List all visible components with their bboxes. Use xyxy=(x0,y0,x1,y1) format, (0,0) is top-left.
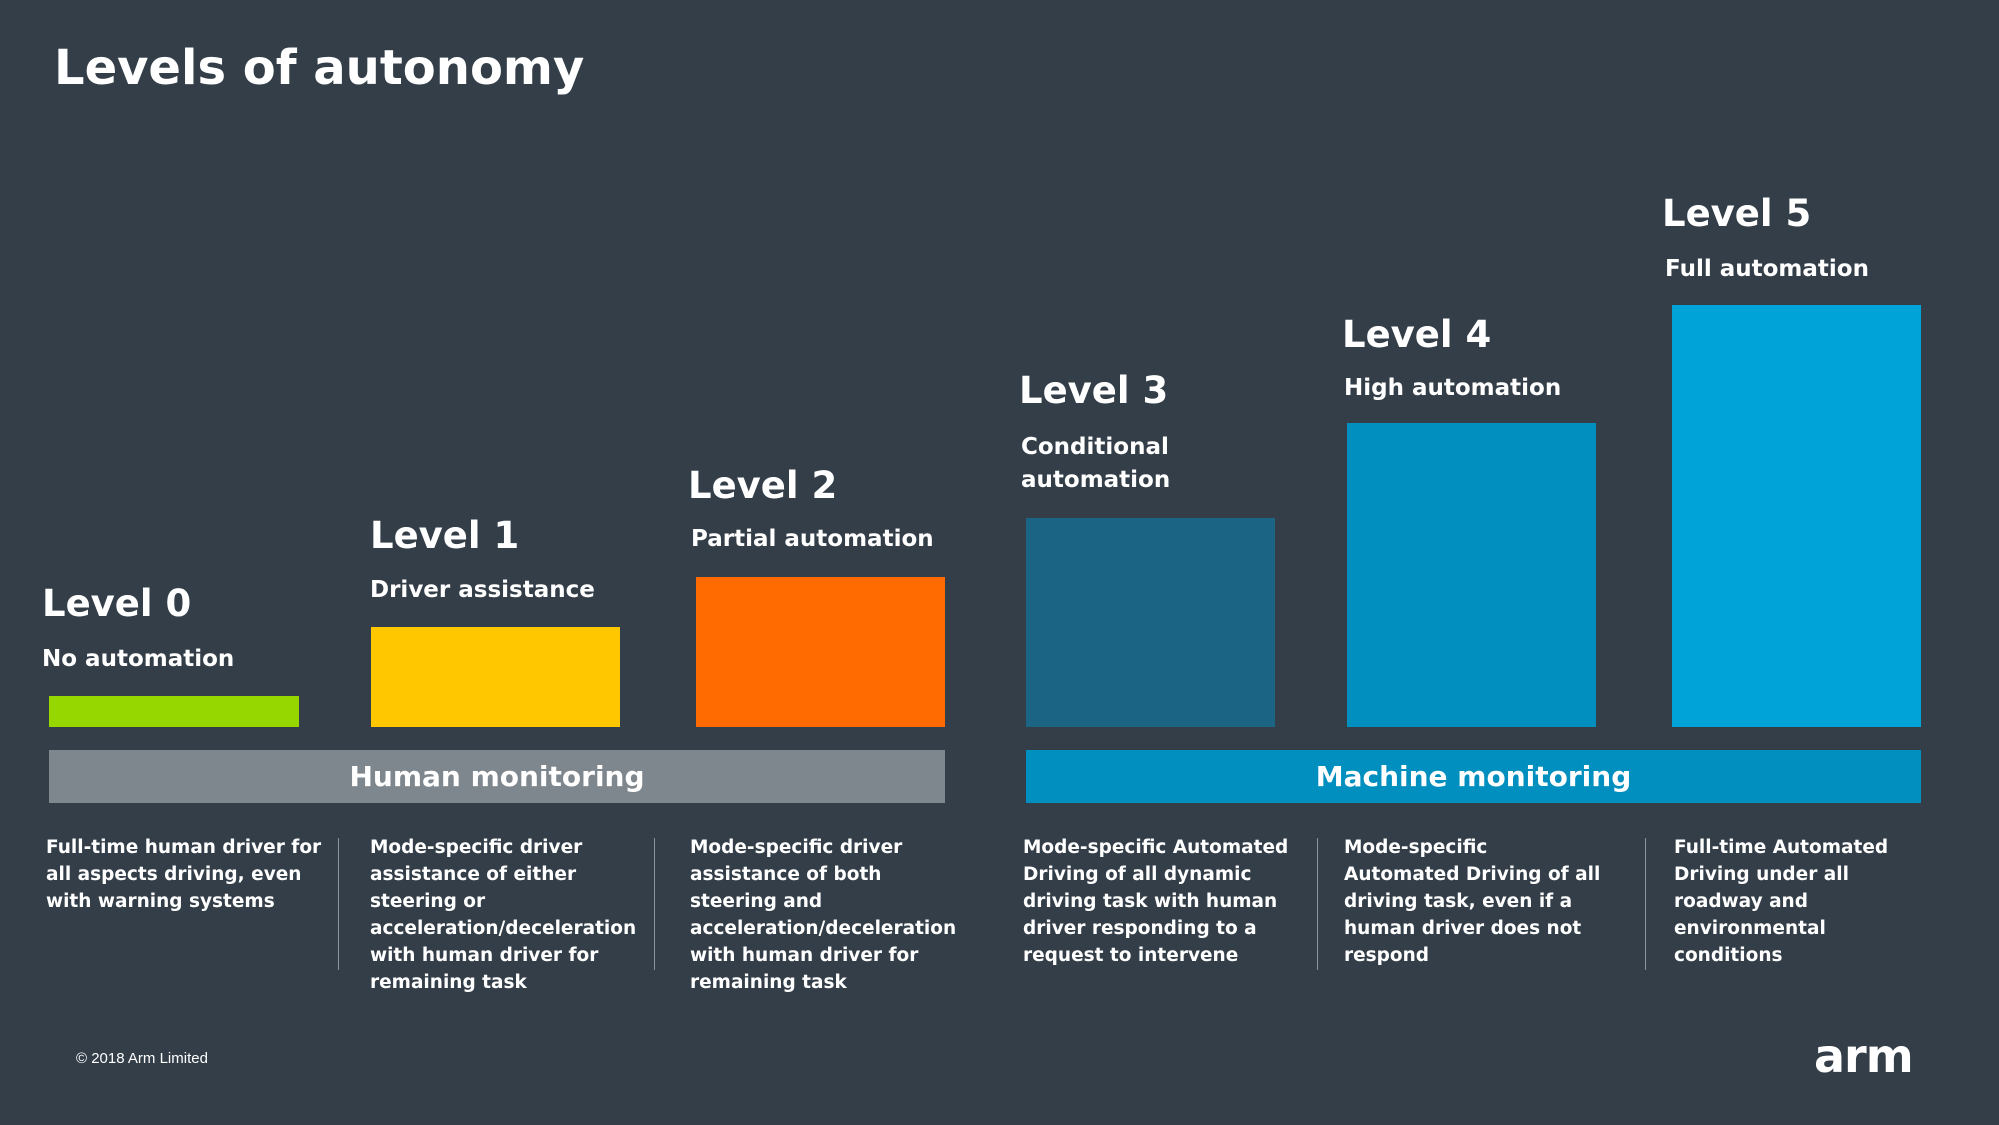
copyright-text: © 2018 Arm Limited xyxy=(76,1050,208,1067)
level-0-subtitle: No automation xyxy=(42,646,235,672)
level-1-bar xyxy=(371,627,620,727)
level-1-subtitle: Driver assistance xyxy=(370,577,595,603)
column-divider xyxy=(338,838,339,970)
level-5-title: Level 5 xyxy=(1662,192,1812,235)
level-1-title: Level 1 xyxy=(370,514,520,557)
level-0-bar xyxy=(49,696,299,727)
column-divider xyxy=(1645,838,1646,970)
level-3-bar xyxy=(1026,518,1275,727)
level-4-description: Mode-specific Automated Driving of all d… xyxy=(1344,837,1601,966)
level-3-description: Mode-specific Automated Driving of all d… xyxy=(1023,837,1289,966)
level-2-title: Level 2 xyxy=(688,464,838,507)
human-monitoring-band: Human monitoring xyxy=(49,750,945,803)
level-2-bar xyxy=(696,577,945,727)
level-4-title: Level 4 xyxy=(1342,313,1492,356)
machine-monitoring-label: Machine monitoring xyxy=(1315,760,1632,793)
slide-title: Levels of autonomy xyxy=(54,40,585,96)
level-5-subtitle: Full automation xyxy=(1665,256,1869,282)
level-5-description: Full-time Automated Driving under all ro… xyxy=(1674,837,1889,966)
level-3-subtitle: Conditional automation xyxy=(1021,434,1171,493)
level-5-bar xyxy=(1672,305,1921,727)
level-4-subtitle: High automation xyxy=(1344,375,1562,401)
arm-logo: arm xyxy=(1814,1030,1914,1082)
column-divider xyxy=(654,838,655,970)
arm-logo-text: arm xyxy=(1814,1030,1913,1082)
level-3-title: Level 3 xyxy=(1019,369,1169,412)
level-0-description: Full-time human driver for all aspects d… xyxy=(46,837,322,912)
level-4-bar xyxy=(1347,423,1596,727)
level-1-description: Mode-specific driver assistance of eithe… xyxy=(370,837,637,993)
machine-monitoring-band: Machine monitoring xyxy=(1026,750,1921,803)
level-2-subtitle: Partial automation xyxy=(691,526,934,552)
human-monitoring-label: Human monitoring xyxy=(349,760,645,793)
column-divider xyxy=(1317,838,1318,970)
level-0-title: Level 0 xyxy=(42,582,192,625)
level-2-description: Mode-specific driver assistance of both … xyxy=(690,837,957,993)
